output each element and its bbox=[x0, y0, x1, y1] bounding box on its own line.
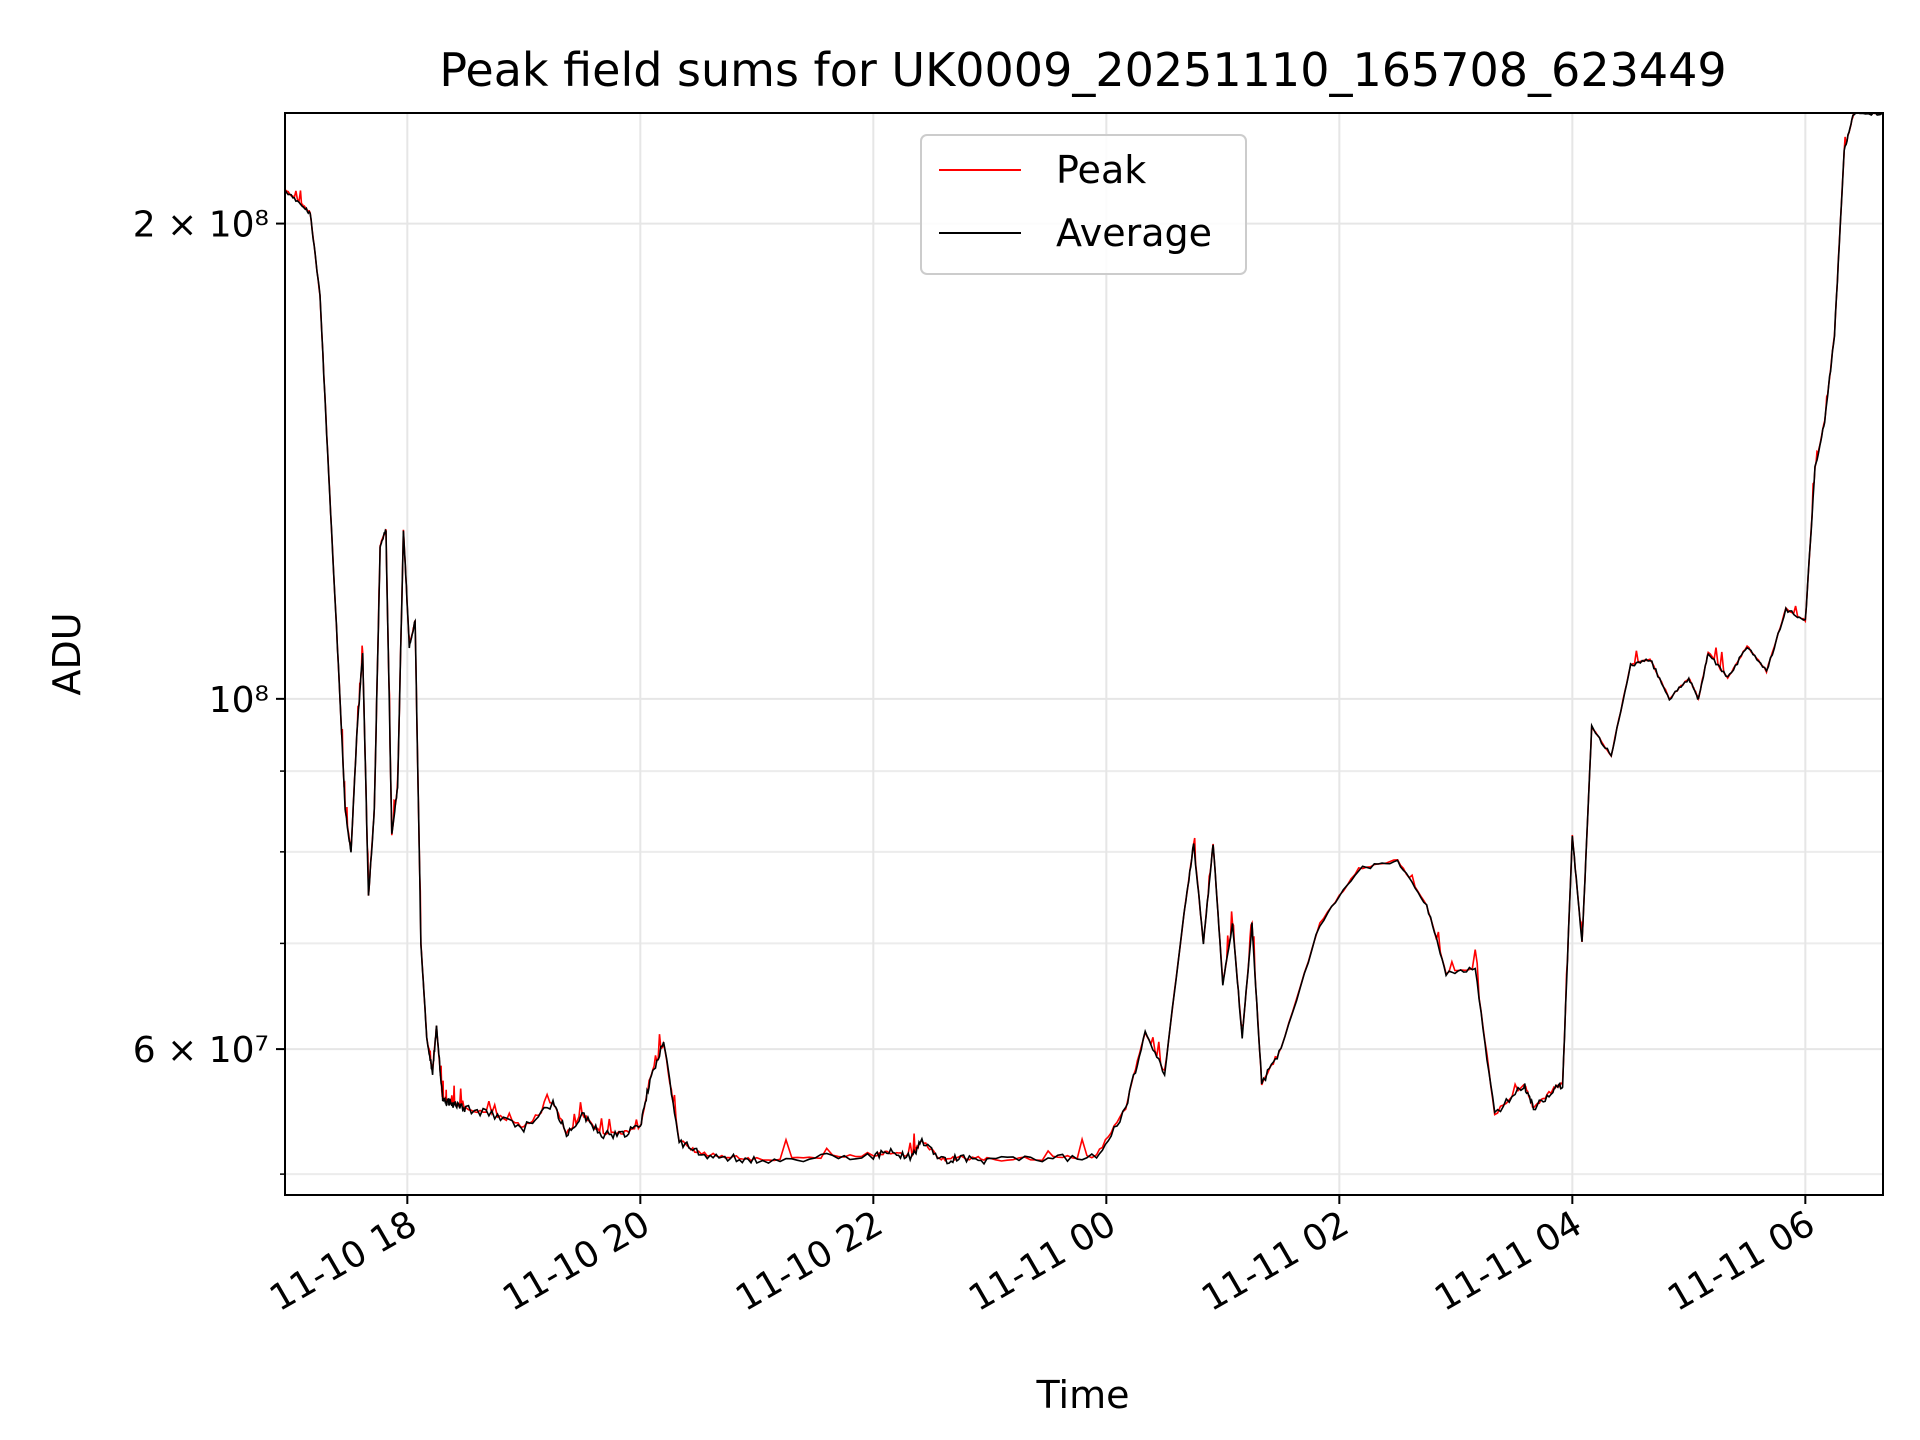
x-tick-label: 11-11 04 bbox=[1428, 1203, 1589, 1319]
y-tick-label: 6 × 10⁷ bbox=[133, 1030, 269, 1071]
legend-peak-label: Peak bbox=[1056, 148, 1146, 192]
x-axis-ticks: 11-10 18 11-10 20 11-10 22 11-11 00 11-11 02… bbox=[263, 1195, 1822, 1320]
x-tick-label: 11-10 18 bbox=[263, 1203, 424, 1319]
y-axis-label: ADU bbox=[45, 612, 89, 695]
y-tick-label: 10⁸ bbox=[209, 680, 269, 721]
plot-frame bbox=[284, 112, 1884, 1196]
y-tick-label: 2 × 10⁸ bbox=[133, 205, 269, 246]
x-tick-label: 11-11 06 bbox=[1661, 1203, 1822, 1319]
series-lines bbox=[285, 113, 1883, 1166]
x-tick-label: 11-10 20 bbox=[496, 1203, 657, 1319]
series-average-line bbox=[285, 113, 1883, 1166]
x-tick-label: 11-10 22 bbox=[729, 1203, 890, 1319]
x-tick-label: 11-11 02 bbox=[1195, 1203, 1356, 1319]
chart-title: Peak field sums for UK0009_20251110_1657… bbox=[439, 43, 1726, 97]
legend: Peak Average bbox=[920, 134, 1247, 275]
grid-lines bbox=[285, 113, 1883, 1195]
y-axis-ticks: 2 × 10⁸ 10⁸ 6 × 10⁷ bbox=[133, 205, 285, 1175]
x-axis-label: Time bbox=[1036, 1373, 1130, 1417]
x-tick-label: 11-11 00 bbox=[962, 1203, 1123, 1319]
legend-average-label: Average bbox=[1056, 211, 1212, 255]
